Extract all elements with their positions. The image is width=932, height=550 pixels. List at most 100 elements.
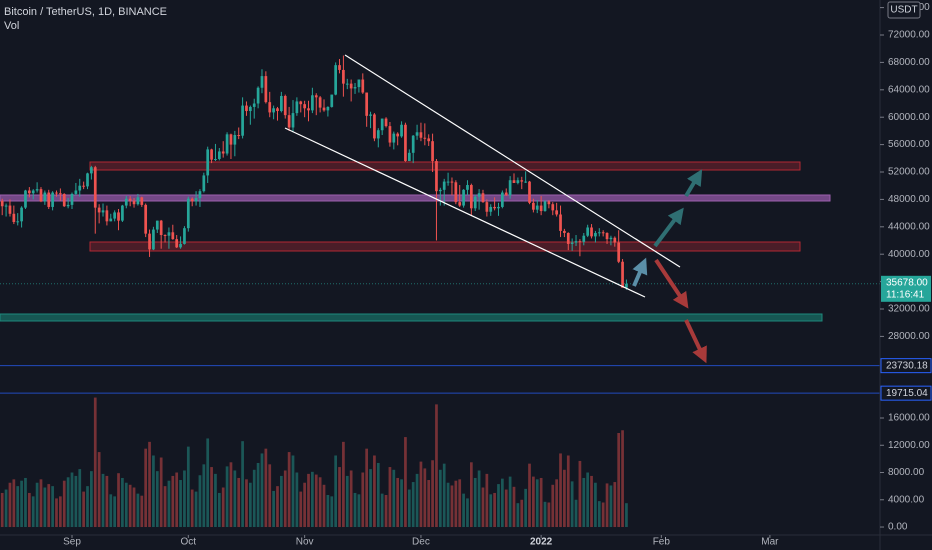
volume-bar bbox=[373, 455, 376, 528]
x-tick-label: Feb bbox=[653, 537, 671, 548]
candle-body bbox=[617, 242, 621, 262]
candle-body bbox=[594, 232, 597, 237]
volume-bar bbox=[469, 462, 473, 528]
last-price-badge bbox=[881, 275, 931, 302]
candle-body bbox=[152, 229, 155, 250]
volume-bar bbox=[198, 475, 202, 528]
x-tick-label: Nov bbox=[296, 537, 314, 548]
candle-body bbox=[214, 158, 217, 160]
candle-body bbox=[524, 181, 527, 183]
volume-bar bbox=[260, 453, 264, 528]
candle-body bbox=[4, 205, 8, 207]
volume-bar bbox=[121, 477, 124, 528]
volume-bar bbox=[51, 486, 54, 528]
y-tick-label: 56000.00 bbox=[888, 139, 930, 150]
volume-bar bbox=[93, 397, 97, 528]
candle-body bbox=[597, 232, 601, 234]
candle-body bbox=[78, 185, 82, 191]
volume-bar bbox=[392, 469, 396, 528]
candle-body bbox=[489, 206, 493, 212]
volume-bar bbox=[334, 455, 338, 528]
arrow bbox=[684, 319, 707, 364]
pivot-zone bbox=[0, 194, 831, 202]
volume-bar bbox=[516, 503, 520, 528]
candle-body bbox=[16, 221, 20, 223]
volume-bar bbox=[241, 441, 244, 528]
volume-bar bbox=[338, 467, 341, 528]
candle-body bbox=[438, 189, 442, 192]
volume-bar bbox=[74, 475, 78, 528]
candle-body bbox=[105, 210, 109, 222]
candle-body bbox=[516, 180, 520, 183]
volume-bar bbox=[532, 476, 535, 528]
volume-bar bbox=[473, 477, 477, 528]
volume-bar bbox=[190, 489, 194, 528]
x-tick-label: Mar bbox=[761, 537, 779, 548]
price-level-label: 19715.04 bbox=[886, 388, 928, 399]
volume-bar bbox=[171, 475, 175, 528]
candle-body bbox=[342, 69, 345, 84]
candle-body bbox=[504, 192, 508, 196]
volume-bar bbox=[594, 482, 597, 528]
volume-bar bbox=[78, 469, 82, 528]
volume-bar bbox=[105, 475, 109, 528]
volume-bar bbox=[194, 491, 198, 528]
candle-body bbox=[318, 97, 322, 108]
candle-body bbox=[373, 114, 376, 139]
x-tick-label: Sep bbox=[63, 537, 81, 548]
candle-body bbox=[357, 79, 361, 88]
volume-bar bbox=[365, 448, 369, 528]
candle-body bbox=[55, 192, 58, 194]
volume-bar bbox=[586, 472, 590, 528]
volume-bar bbox=[20, 480, 23, 528]
candle-body bbox=[404, 124, 407, 162]
volume-legend: Vol bbox=[4, 20, 19, 32]
y-tick-label: 48000.00 bbox=[888, 194, 930, 205]
y-tick-label: 72000.00 bbox=[888, 30, 930, 41]
volume-bar bbox=[248, 482, 252, 528]
volume-bar bbox=[55, 498, 58, 528]
candle-body bbox=[535, 205, 539, 210]
candle-body bbox=[369, 114, 372, 116]
candle-body bbox=[555, 210, 559, 215]
y-tick-label: 40000.00 bbox=[888, 249, 930, 260]
arrow bbox=[654, 258, 689, 309]
candle-body bbox=[396, 133, 400, 137]
candle-body bbox=[338, 65, 341, 70]
candle-body bbox=[264, 76, 268, 103]
volume-bar bbox=[349, 470, 353, 528]
volume-bar bbox=[202, 464, 206, 528]
candle-body bbox=[237, 135, 241, 137]
candle-body bbox=[47, 192, 51, 207]
candle-body bbox=[124, 198, 128, 206]
volume-bar bbox=[543, 501, 547, 528]
candle-body bbox=[206, 149, 210, 176]
candle-body bbox=[51, 192, 54, 207]
candle-body bbox=[132, 200, 136, 205]
volume-bar bbox=[504, 489, 508, 528]
volume-bar bbox=[318, 477, 322, 528]
volume-bar bbox=[82, 491, 85, 528]
volume-bar bbox=[419, 461, 423, 528]
candle-body bbox=[376, 130, 380, 139]
volume-bar bbox=[148, 441, 151, 528]
x-tick-label: Dec bbox=[412, 537, 430, 548]
currency-badge[interactable] bbox=[887, 1, 921, 19]
volume-bar bbox=[101, 473, 105, 528]
volume-bar bbox=[183, 470, 186, 528]
price-level-badge bbox=[880, 385, 932, 401]
volume-bar bbox=[497, 484, 500, 528]
candle-body bbox=[458, 202, 462, 206]
volume-bar bbox=[431, 460, 434, 528]
candle-body bbox=[272, 108, 275, 113]
volume-bar bbox=[384, 495, 388, 528]
volume-bar bbox=[388, 467, 392, 528]
candle-body bbox=[31, 190, 35, 194]
candle-body bbox=[388, 126, 392, 143]
candle-body bbox=[473, 196, 477, 209]
candle-body bbox=[539, 205, 543, 212]
demand-zone bbox=[0, 313, 823, 322]
volume-bar bbox=[590, 475, 593, 528]
x-tick-label: 2022 bbox=[530, 537, 553, 548]
